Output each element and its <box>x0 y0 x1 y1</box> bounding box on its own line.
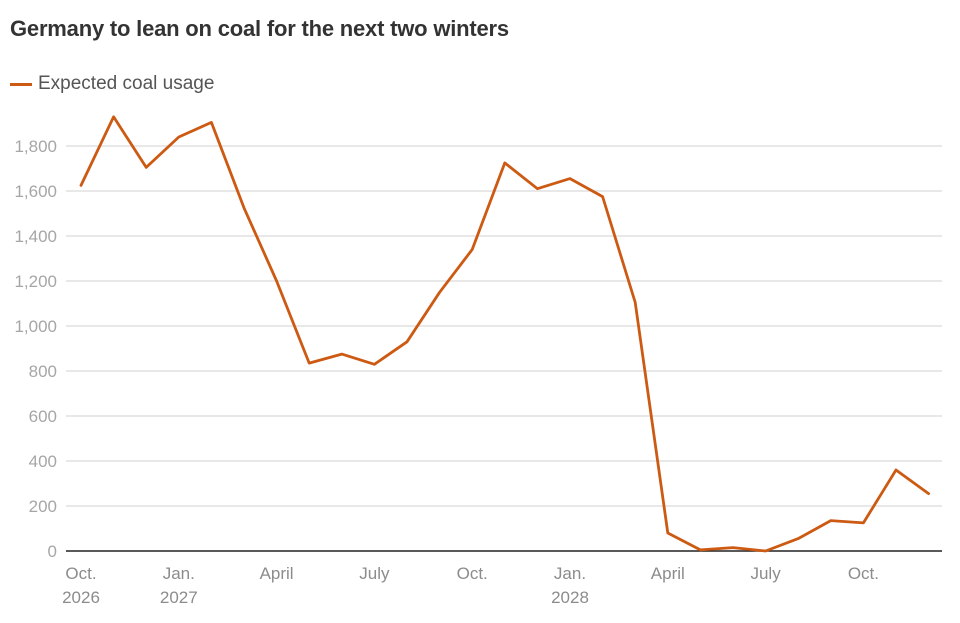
x-axis-labels: Oct. 2026 Jan. 2027 April July Oct. Jan. 2028 Apr… <box>62 564 879 607</box>
x-tick-year-label: 2026 <box>62 588 100 607</box>
y-tick-label: 600 <box>29 407 57 426</box>
x-tick-label: Jan. <box>163 564 195 583</box>
y-tick-label: 1,600 <box>14 182 57 201</box>
y-tick-label: 800 <box>29 362 57 381</box>
y-tick-label: 1,400 <box>14 227 57 246</box>
x-tick-label: Jan. <box>554 564 586 583</box>
legend-label: Expected coal usage <box>38 73 215 94</box>
y-tick-label: 1,000 <box>14 317 57 336</box>
x-tick-label: Oct. <box>848 564 879 583</box>
series-line-expected-coal-usage <box>79 115 930 553</box>
x-tick-label: April <box>260 564 294 583</box>
x-tick-label: July <box>750 564 781 583</box>
y-tick-label: 1,200 <box>14 272 57 291</box>
x-tick-label: April <box>651 564 685 583</box>
x-tick-label: Oct. <box>65 564 96 583</box>
x-tick-label: July <box>359 564 390 583</box>
gridlines <box>66 145 942 507</box>
y-tick-label: 200 <box>29 497 57 516</box>
x-tick-year-label: 2027 <box>160 588 198 607</box>
chart-title: Germany to lean on coal for the next two… <box>10 16 509 41</box>
legend-swatch <box>10 82 32 86</box>
y-tick-label: 400 <box>29 452 57 471</box>
legend: Expected coal usage <box>10 73 214 95</box>
x-tick-label: Oct. <box>457 564 488 583</box>
y-tick-label: 0 <box>48 542 57 561</box>
y-axis-labels: 0 200 400 600 800 1,000 1,200 1,400 1,600 1,800 <box>14 137 57 561</box>
y-tick-label: 1,800 <box>14 137 57 156</box>
x-tick-year-label: 2028 <box>551 588 589 607</box>
